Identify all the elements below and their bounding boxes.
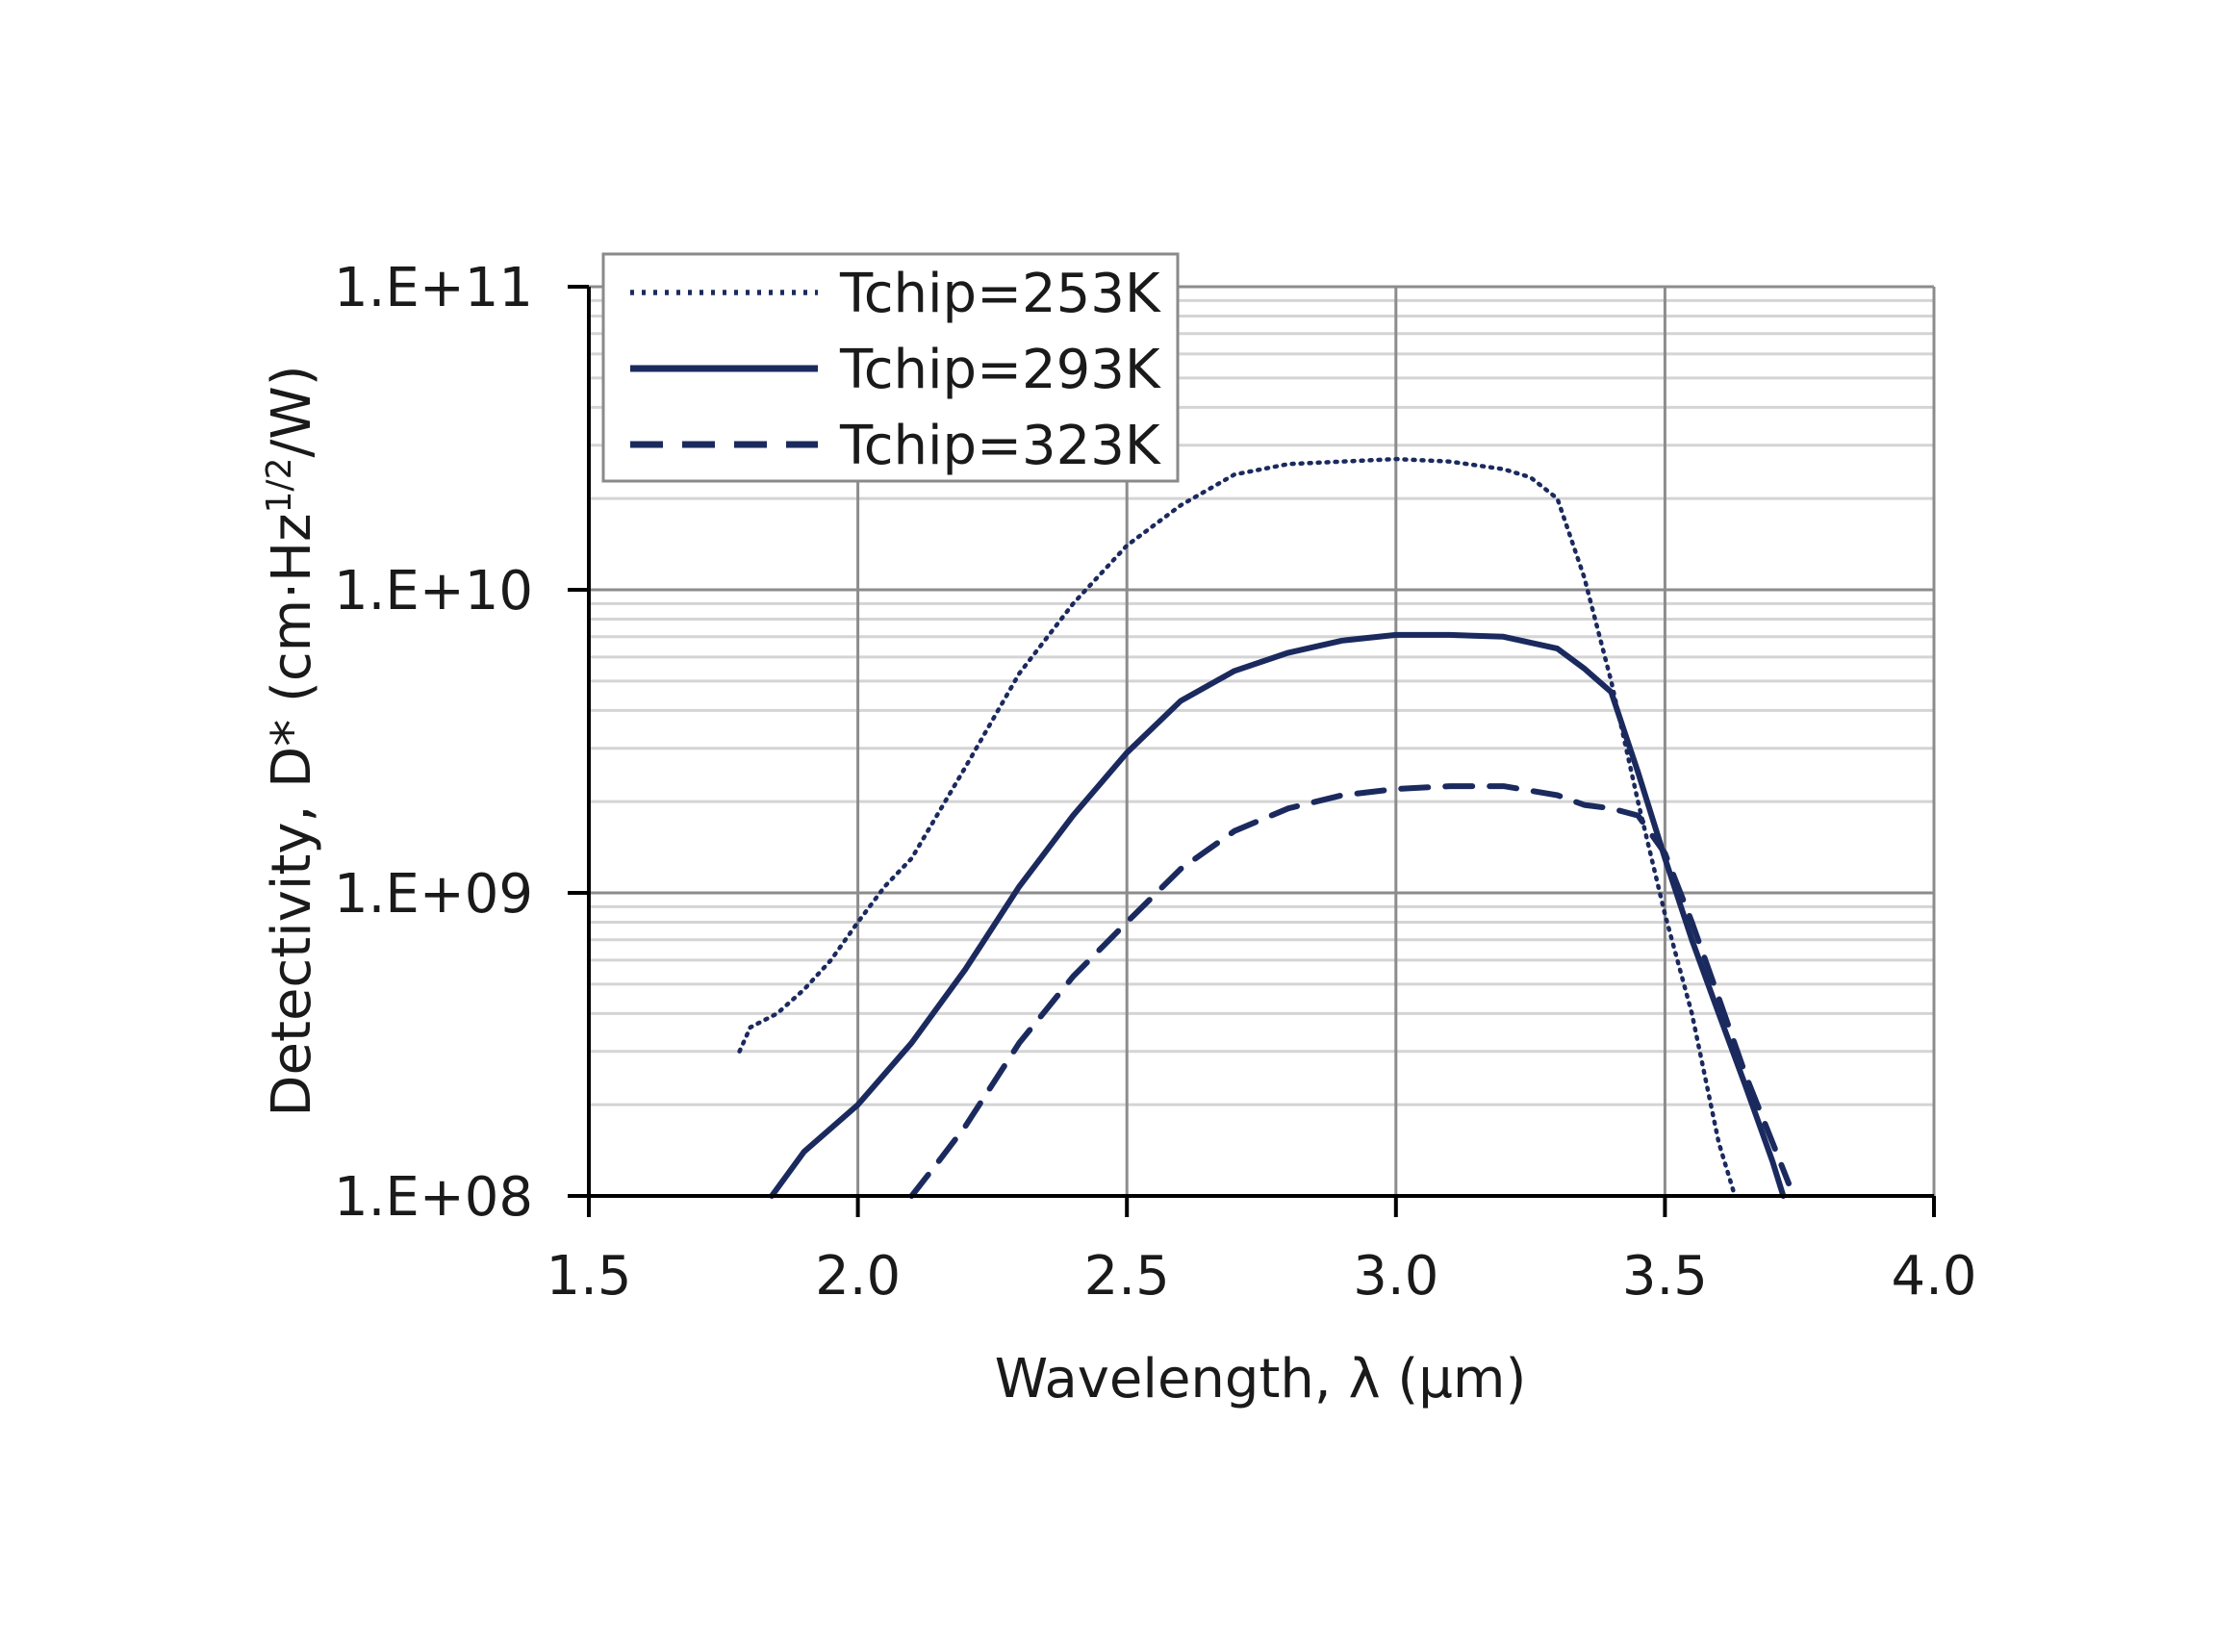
y-tick-label: 1.E+09: [334, 863, 533, 926]
x-tick-label: 4.0: [1891, 1245, 1976, 1308]
y-tick-label: 1.E+10: [334, 560, 533, 623]
x-tick-label: 3.5: [1622, 1245, 1708, 1308]
y-tick-label: 1.E+11: [334, 257, 533, 319]
x-tick-label: 2.5: [1084, 1245, 1170, 1308]
y-axis-title-sup: 1/2: [260, 458, 299, 514]
y-axis-title: Detectivity, D* (cm·Hz1/2/W): [260, 365, 324, 1116]
series-line-dotted: [737, 456, 1738, 1199]
x-tick-label: 2.0: [815, 1245, 901, 1308]
y-tick-label: 1.E+08: [334, 1166, 533, 1229]
axes: [568, 285, 1936, 1217]
series-line-solid: [769, 631, 1787, 1199]
legend-label: Tchip=293K: [839, 339, 1161, 401]
legend-label: Tchip=253K: [839, 263, 1161, 325]
y-tick-labels: 1.E+08 1.E+09 1.E+10 1.E+11: [334, 257, 533, 1229]
series-line-dashed: [908, 783, 1792, 1199]
y-axis-title-end: /W): [261, 365, 323, 457]
y-axis-title-main: Detectivity, D* (cm·Hz: [261, 513, 323, 1116]
legend-label: Tchip=323K: [839, 415, 1161, 477]
minor-gridlines: [589, 298, 1934, 1106]
x-tick-label: 1.5: [546, 1245, 631, 1308]
series-layer: [737, 456, 1792, 1199]
x-axis-title: Wavelength, λ (μm): [995, 1348, 1527, 1411]
legend: Tchip=253K Tchip=293K Tchip=323K: [601, 252, 1180, 483]
x-tick-label: 3.0: [1353, 1245, 1438, 1308]
x-tick-labels: 1.5 2.0 2.5 3.0 3.5 4.0: [546, 1245, 1976, 1308]
